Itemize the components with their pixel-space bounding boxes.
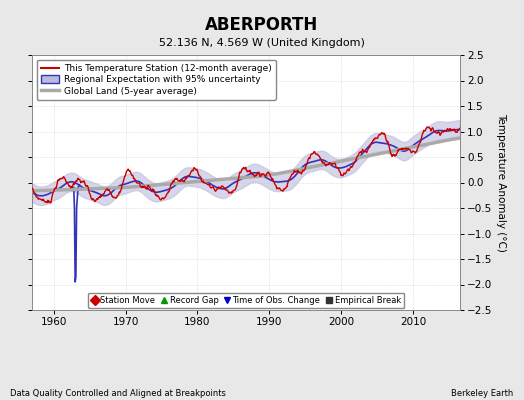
Text: 52.136 N, 4.569 W (United Kingdom): 52.136 N, 4.569 W (United Kingdom) xyxy=(159,38,365,48)
Text: Data Quality Controlled and Aligned at Breakpoints: Data Quality Controlled and Aligned at B… xyxy=(10,389,226,398)
Y-axis label: Temperature Anomaly (°C): Temperature Anomaly (°C) xyxy=(496,113,506,252)
Legend: Station Move, Record Gap, Time of Obs. Change, Empirical Break: Station Move, Record Gap, Time of Obs. C… xyxy=(88,293,404,308)
Text: Berkeley Earth: Berkeley Earth xyxy=(451,389,514,398)
Text: ABERPORTH: ABERPORTH xyxy=(205,16,319,34)
